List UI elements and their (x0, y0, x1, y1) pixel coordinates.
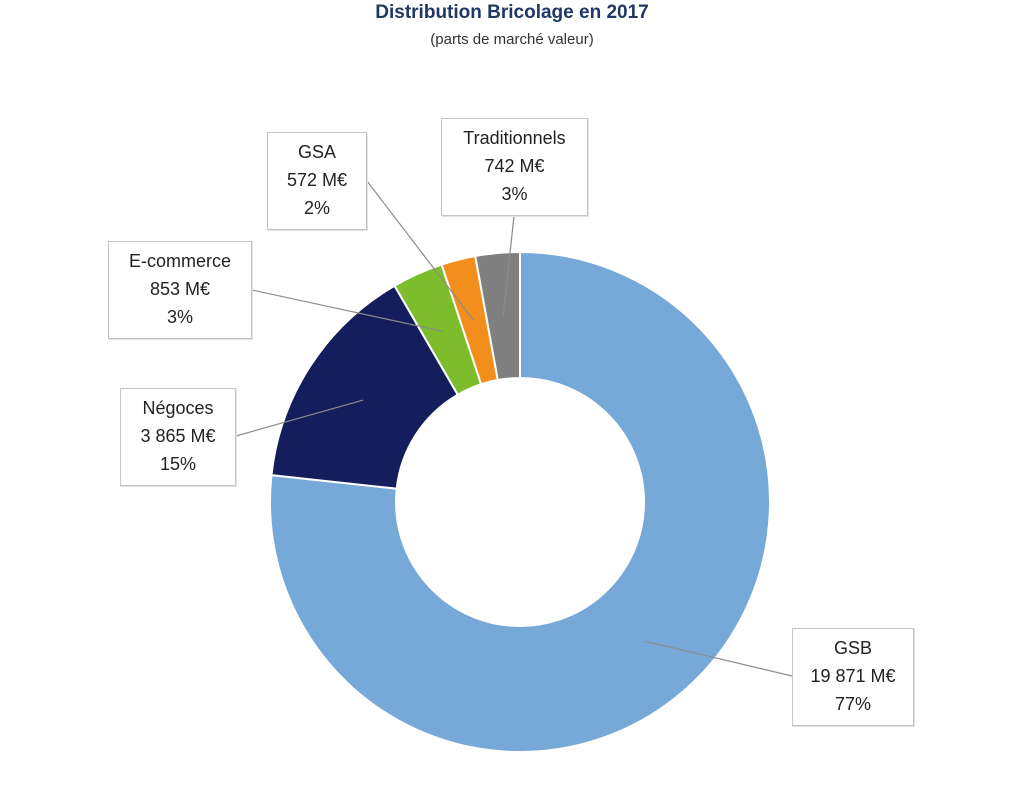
slice-traditionnels (474, 250, 521, 382)
label-gsa-percent: 2% (303, 198, 330, 218)
label-gsa-value: 572 M€ (286, 170, 348, 190)
label-traditionnels: Traditionnels 742 M€ 3% (441, 118, 588, 216)
leader-lines (235, 180, 793, 677)
label-gsa-name: GSA (297, 142, 336, 162)
label-negoces-percent: 15% (159, 454, 197, 474)
slice-negoces (270, 284, 460, 490)
donut-slices (269, 250, 772, 753)
label-gsb-value: 19 871 M€ (810, 666, 896, 686)
chart-subtitle: (parts de marché valeur) (430, 31, 594, 48)
label-gsa: GSA 572 M€ 2% (267, 132, 367, 230)
slice-gsb (269, 250, 772, 753)
chart-title: Distribution Bricolage en 2017 (375, 2, 649, 23)
label-negoces: Négoces 3 865 M€ 15% (120, 388, 236, 486)
label-e-commerce-percent: 3% (166, 307, 193, 327)
label-traditionnels-name: Traditionnels (463, 128, 566, 148)
leader-line-negoces (235, 399, 364, 437)
label-e-commerce: E-commerce 853 M€ 3% (108, 241, 252, 339)
label-gsb: GSB 19 871 M€ 77% (792, 628, 914, 726)
label-traditionnels-percent: 3% (501, 184, 528, 204)
label-gsb-percent: 77% (834, 694, 872, 714)
leader-line-traditionnels (502, 215, 515, 316)
leader-line-gsa (366, 180, 475, 322)
label-negoces-value: 3 865 M€ (140, 426, 216, 446)
label-negoces-name: Négoces (142, 398, 214, 418)
label-gsb-name: GSB (833, 638, 872, 658)
label-e-commerce-value: 853 M€ (149, 279, 211, 299)
leader-line-e-commerce (251, 289, 444, 333)
label-e-commerce-name: E-commerce (128, 251, 231, 271)
leader-line-gsb (644, 640, 793, 677)
label-traditionnels-value: 742 M€ (484, 156, 545, 176)
